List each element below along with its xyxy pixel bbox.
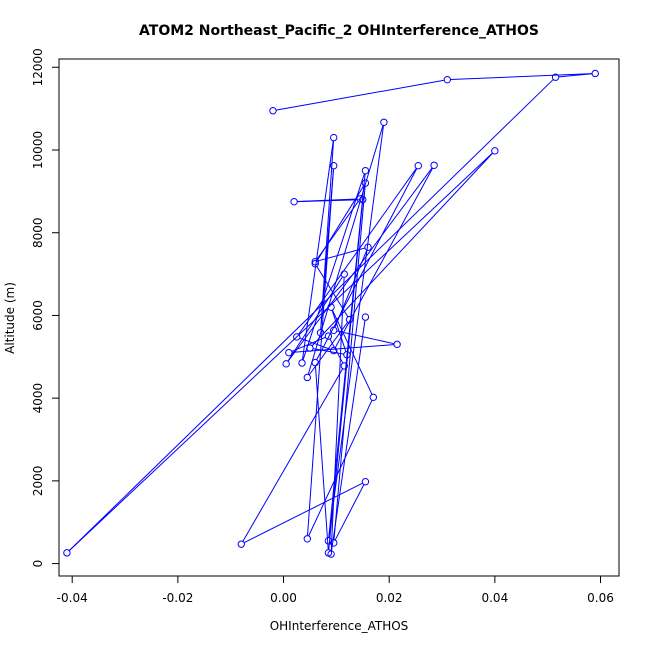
data-point — [327, 303, 335, 311]
series-segment — [243, 482, 363, 544]
series-layer — [63, 69, 599, 558]
series-segment — [297, 199, 360, 203]
data-point — [303, 535, 311, 543]
series-segment — [558, 73, 593, 78]
data-point — [237, 540, 245, 548]
data-point — [293, 333, 301, 341]
y-tick-label: 0 — [31, 560, 45, 568]
x-tick-label: 0.04 — [481, 591, 508, 605]
series-segment — [242, 368, 344, 542]
series-segment — [336, 330, 395, 345]
series-segment — [318, 247, 366, 262]
series-segment — [68, 152, 493, 552]
data-point — [551, 73, 560, 81]
x-ticks: -0.04 -0.02 0.00 0.02 0.04 0.06 — [57, 576, 614, 605]
data-point — [298, 359, 306, 367]
data-point — [330, 539, 338, 547]
data-point — [361, 478, 370, 486]
series-segment — [334, 484, 365, 541]
x-tick-label: -0.02 — [162, 591, 193, 605]
y-tick-label: 8000 — [31, 217, 45, 248]
series-segment — [313, 348, 344, 355]
y-tick-label: 12000 — [31, 48, 45, 86]
data-point — [359, 195, 367, 204]
data-point — [269, 107, 277, 115]
data-point — [340, 362, 348, 370]
data-point — [591, 69, 599, 78]
data-point — [285, 348, 293, 357]
series-segment — [316, 201, 359, 260]
data-point — [327, 550, 335, 558]
data-point — [361, 313, 370, 321]
series-segment — [328, 125, 384, 538]
series-segment — [330, 277, 345, 551]
data-point — [443, 75, 451, 84]
data-point — [330, 162, 338, 170]
series-segment — [301, 140, 334, 360]
x-tick-label: 0.02 — [376, 591, 403, 605]
series-segment — [307, 125, 384, 375]
data-point — [303, 373, 311, 382]
data-point — [414, 162, 422, 170]
data-point — [361, 179, 370, 187]
x-tick-label: 0.00 — [270, 591, 297, 605]
data-point — [343, 351, 351, 359]
y-ticks: 0 2000 4000 6000 8000 10000 12000 — [31, 48, 59, 567]
data-point — [330, 346, 338, 355]
data-point — [361, 166, 370, 175]
data-point — [330, 326, 338, 335]
data-point — [393, 340, 401, 349]
series-segment — [334, 167, 434, 349]
data-point — [340, 270, 348, 278]
data-point — [364, 243, 372, 251]
y-tick-label: 2000 — [31, 466, 45, 497]
data-point — [380, 118, 388, 126]
data-point — [63, 549, 71, 557]
data-point — [306, 344, 314, 352]
series-segment — [299, 337, 331, 350]
data-point — [282, 360, 290, 368]
data-point — [369, 393, 378, 402]
data-point — [311, 260, 319, 268]
data-point — [330, 133, 338, 142]
series-segment — [320, 140, 334, 330]
y-tick-label: 4000 — [31, 383, 45, 414]
series-segment — [331, 309, 373, 395]
x-tick-label: -0.04 — [57, 591, 88, 605]
chart-title: ATOM2 Northeast_Pacific_2 OHInterference… — [139, 23, 539, 39]
y-tick-label: 10000 — [31, 131, 45, 169]
data-point — [290, 197, 298, 206]
x-axis-label: OHInterference_ATHOS — [270, 619, 409, 633]
series-segment — [276, 79, 445, 111]
data-point — [324, 332, 333, 340]
x-axis: -0.04 -0.02 0.00 0.02 0.04 0.06 — [57, 575, 614, 605]
series-segment — [68, 79, 554, 551]
series-segment — [331, 320, 366, 551]
series-segment — [287, 167, 433, 362]
data-point — [311, 257, 319, 266]
y-tick-label: 6000 — [31, 300, 45, 331]
x-tick-label: 0.06 — [587, 591, 614, 605]
data-point — [311, 358, 319, 367]
series-segment — [331, 310, 347, 352]
y-axis-label: Altitude (m) — [3, 282, 17, 354]
data-point — [430, 161, 438, 170]
series-segment — [333, 186, 366, 540]
y-axis: 0 2000 4000 6000 8000 10000 12000 — [31, 48, 60, 567]
series-segment — [316, 168, 418, 360]
series-segment — [314, 365, 329, 550]
series-segment — [450, 73, 593, 81]
series-segment — [287, 276, 343, 362]
series-segment — [302, 173, 365, 361]
data-point — [316, 329, 325, 337]
series-segment — [298, 168, 417, 335]
data-point — [345, 315, 354, 324]
data-point — [491, 147, 499, 155]
